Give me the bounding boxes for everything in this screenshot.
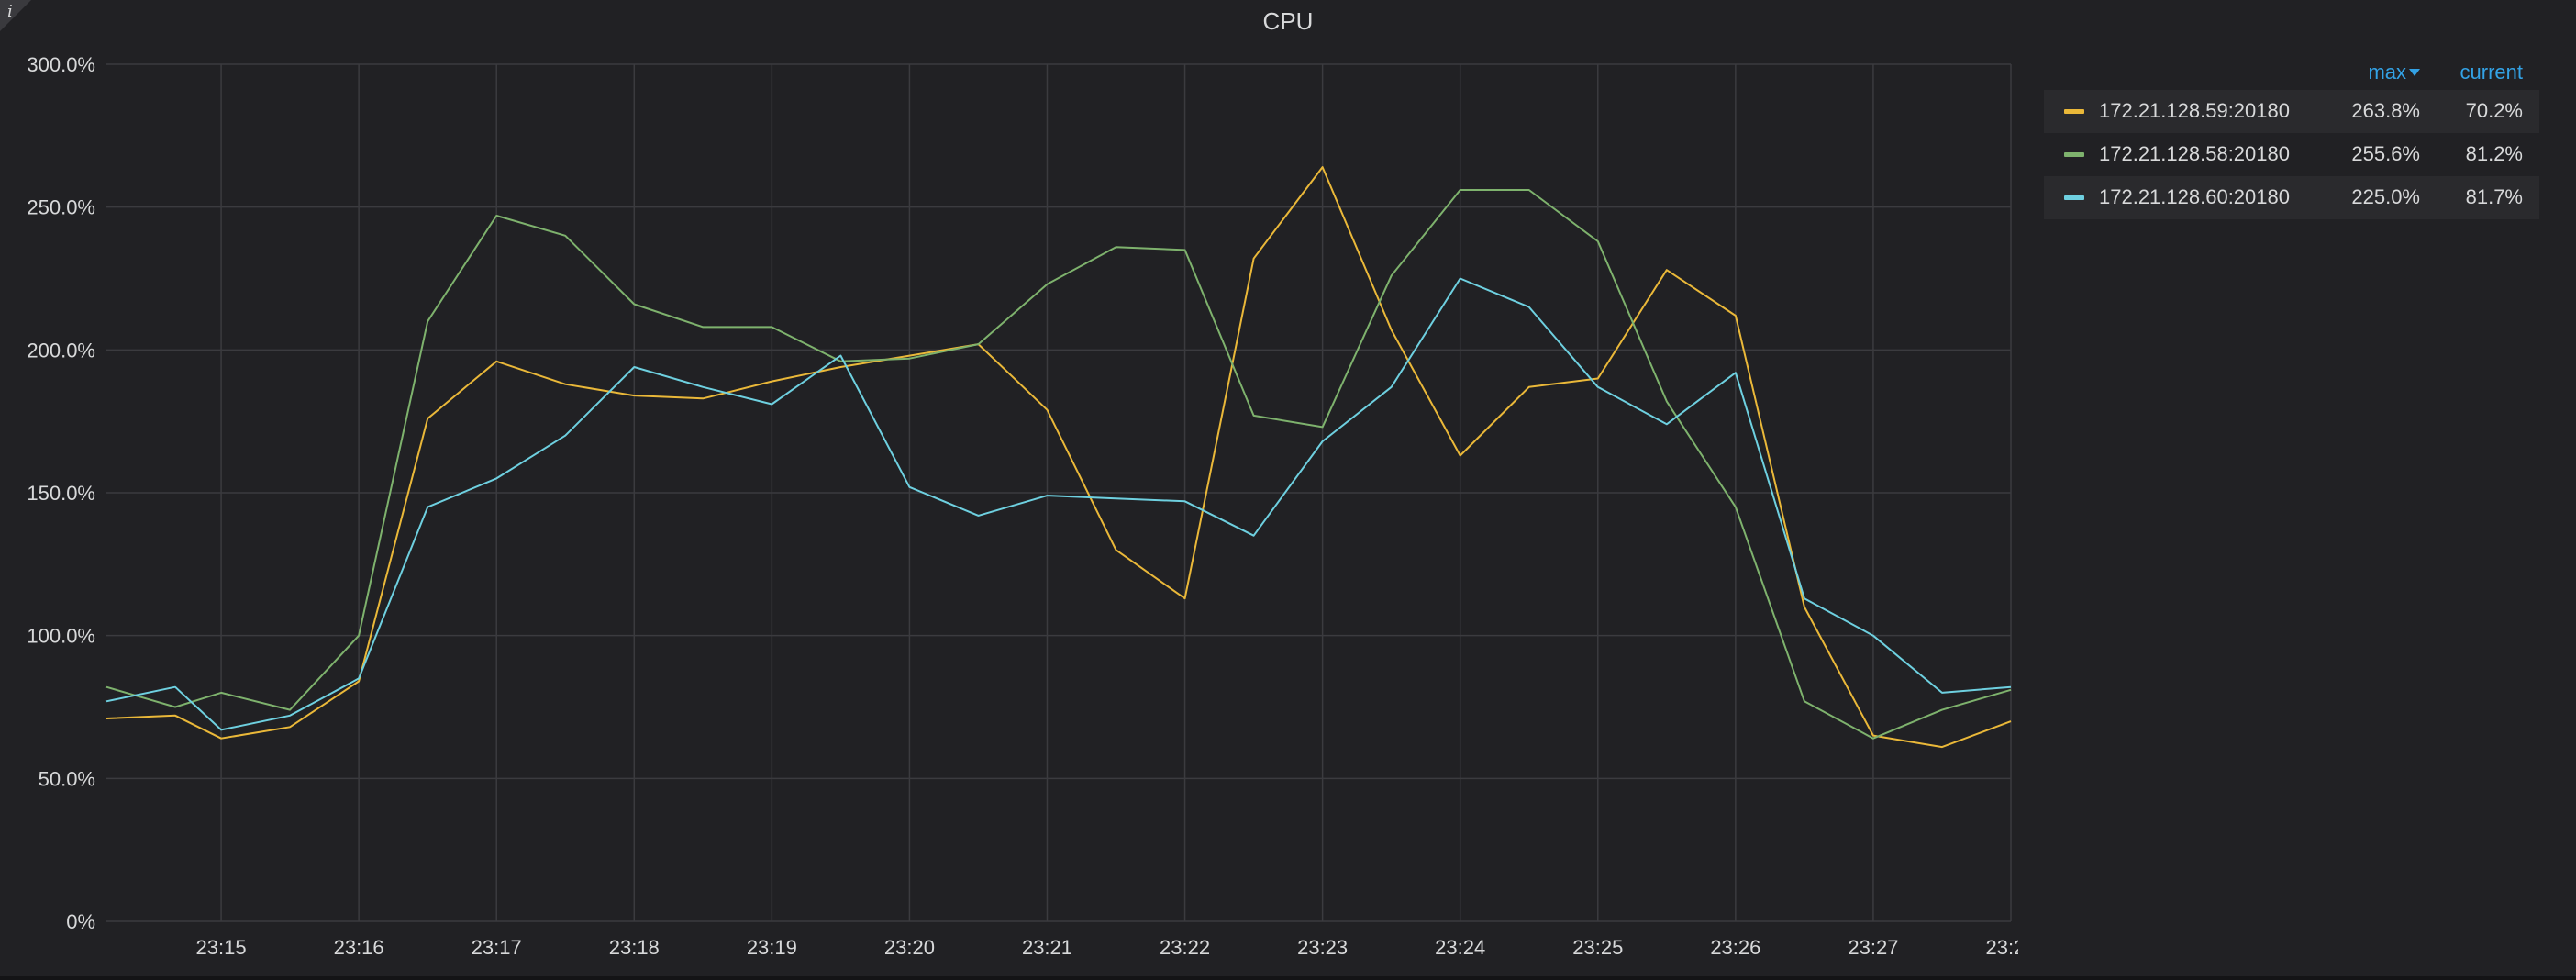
x-tick-label: 23:20 [884,936,935,959]
legend-sort-current[interactable]: current [2459,61,2523,84]
series-color-swatch[interactable] [2064,195,2084,200]
series-line-1[interactable] [105,166,2012,749]
y-tick-label: 0% [66,910,95,933]
cpu-line-chart[interactable]: 0% 50.0% 100.0% 150.0% 200.0% 250.0% 300.0% 23:… [0,0,2018,980]
x-tick-label: 23:18 [609,936,660,959]
y-tick-label: 250.0% [27,196,95,219]
series-line-2[interactable] [105,189,2012,740]
legend-row[interactable]: 172.21.128.59:20180 263.8% 70.2% [2044,90,2539,133]
x-tick-label: 23:16 [334,936,384,959]
info-icon[interactable]: i [7,2,13,21]
legend-series-current: 81.2% [2465,142,2523,165]
legend-series-max: 255.6% [2351,142,2420,165]
x-tick-label: 23:15 [196,936,247,959]
x-tick-label: 23:17 [472,936,522,959]
chart-title[interactable]: CPU [1262,7,1314,35]
x-tick-label: 23:28 [1985,936,2018,959]
legend-series-name[interactable]: 172.21.128.59:20180 [2099,99,2290,122]
legend-row[interactable]: 172.21.128.60:20180 225.0% 81.7% [2044,176,2539,219]
series-color-swatch[interactable] [2064,109,2084,114]
legend-row[interactable]: 172.21.128.58:20180 255.6% 81.2% [2044,133,2539,176]
panel-bottom-edge [0,976,2576,980]
x-tick-label: 23:27 [1848,936,1898,959]
sort-desc-caret-icon [2409,69,2420,76]
legend: max current 172.21.128.59:20180 263.8% 7… [2044,57,2539,219]
legend-series-max: 225.0% [2351,185,2420,208]
x-tick-label: 23:21 [1022,936,1072,959]
legend-header: max current [2044,57,2539,90]
y-tick-label: 50.0% [39,767,95,790]
x-tick-label: 23:26 [1710,936,1760,959]
info-corner[interactable] [0,0,31,31]
x-tick-label: 23:25 [1572,936,1623,959]
legend-series-name[interactable]: 172.21.128.58:20180 [2099,142,2290,165]
y-tick-label: 200.0% [27,339,95,362]
y-tick-label: 150.0% [27,482,95,505]
series-color-swatch[interactable] [2064,152,2084,157]
y-tick-label: 100.0% [27,625,95,648]
legend-series-current: 70.2% [2465,99,2523,122]
legend-sort-max[interactable]: max [2368,61,2420,84]
x-tick-label: 23:24 [1435,936,1485,959]
series-line-3[interactable] [105,277,2012,731]
y-tick-label: 300.0% [27,53,95,76]
legend-header-max-label: max [2368,61,2406,84]
x-tick-label: 23:23 [1297,936,1348,959]
legend-series-name[interactable]: 172.21.128.60:20180 [2099,185,2290,208]
x-tick-label: 23:19 [747,936,797,959]
legend-series-current: 81.7% [2465,185,2523,208]
legend-series-max: 263.8% [2351,99,2420,122]
x-tick-label: 23:22 [1160,936,1210,959]
